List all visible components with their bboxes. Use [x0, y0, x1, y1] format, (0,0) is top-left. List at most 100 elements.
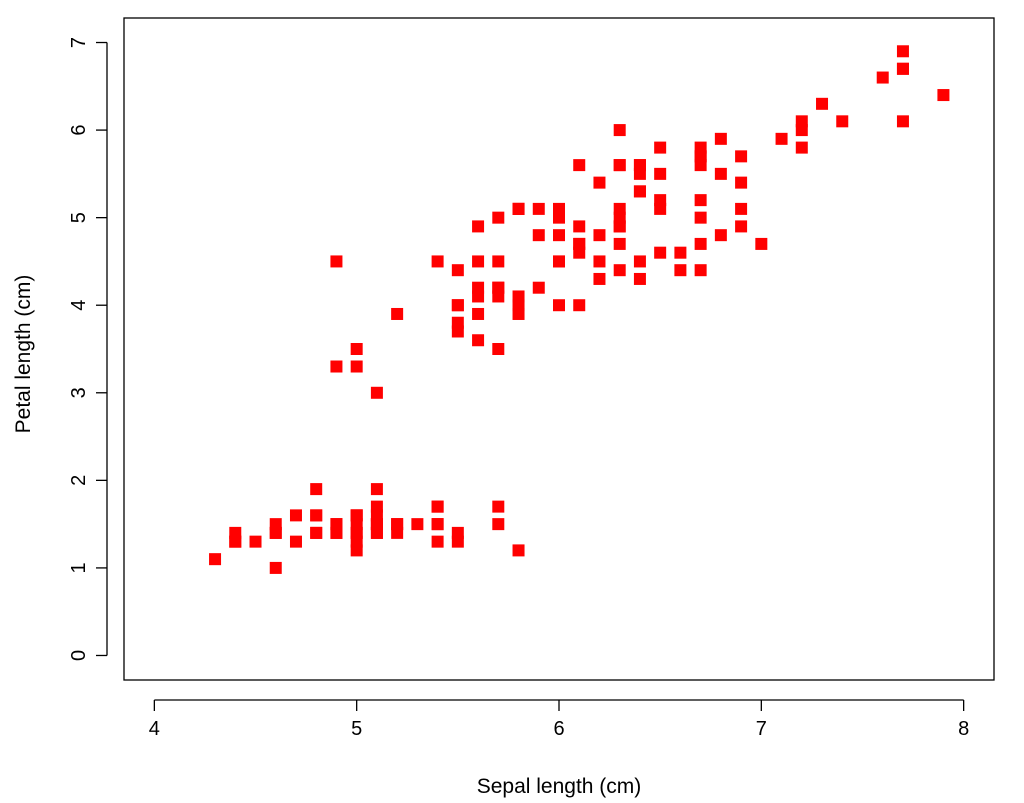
data-point: [573, 246, 586, 259]
data-point: [451, 535, 464, 548]
y-tick-label: 2: [68, 475, 90, 486]
data-point: [350, 343, 363, 355]
x-tick-label: 7: [756, 718, 767, 740]
data-point: [896, 115, 909, 128]
x-tick-label: 4: [149, 718, 160, 740]
data-point: [512, 299, 525, 312]
data-point: [573, 159, 586, 172]
y-tick-label: 6: [68, 125, 90, 136]
y-tick-label: 1: [68, 562, 90, 573]
data-point: [289, 535, 302, 548]
data-point: [816, 97, 829, 110]
data-point: [330, 360, 343, 373]
y-tick-label: 4: [68, 300, 90, 311]
data-point: [492, 290, 505, 303]
data-point: [532, 229, 545, 242]
data-point: [633, 272, 646, 285]
y-tick-label: 0: [68, 650, 90, 661]
data-point: [896, 62, 909, 75]
data-point: [553, 229, 565, 242]
x-tick-label: 5: [351, 718, 362, 740]
data-point: [512, 544, 525, 557]
data-point: [694, 150, 707, 163]
y-tick-label: 5: [68, 212, 90, 223]
data-point: [512, 202, 525, 215]
data-point: [654, 246, 667, 259]
data-point: [573, 299, 586, 312]
data-point: [330, 255, 343, 268]
data-point: [694, 237, 707, 250]
data-points: [209, 45, 950, 574]
data-point: [310, 526, 323, 539]
data-point: [694, 194, 707, 207]
data-point: [269, 561, 282, 574]
x-axis: 4 5 6 7 8: [149, 699, 969, 740]
data-point: [310, 509, 323, 522]
data-point: [735, 176, 748, 189]
data-point: [553, 211, 565, 224]
data-point: [674, 264, 687, 277]
data-point: [613, 159, 626, 172]
data-point: [370, 509, 383, 522]
data-point: [714, 132, 727, 145]
data-point: [573, 220, 586, 233]
data-point: [431, 518, 444, 531]
data-point: [451, 325, 464, 338]
data-point: [472, 281, 485, 294]
data-point: [370, 386, 383, 399]
data-point: [532, 202, 545, 215]
data-point: [654, 194, 667, 207]
data-point: [593, 272, 606, 285]
data-point: [451, 299, 464, 312]
data-point: [431, 535, 444, 548]
data-point: [472, 307, 485, 320]
data-point: [451, 264, 464, 277]
data-point: [633, 167, 646, 180]
y-tick-label: 3: [68, 387, 90, 398]
data-point: [593, 176, 606, 189]
data-point: [229, 535, 242, 548]
data-point: [472, 255, 485, 268]
data-point: [492, 500, 505, 513]
data-point: [350, 360, 363, 373]
data-point: [269, 526, 282, 539]
data-point: [714, 167, 727, 180]
data-point: [654, 141, 667, 154]
data-point: [472, 220, 485, 233]
data-point: [492, 518, 505, 531]
data-point: [735, 220, 748, 233]
data-point: [654, 167, 667, 180]
data-point: [694, 211, 707, 224]
data-point: [775, 132, 788, 145]
data-point: [795, 141, 808, 154]
y-axis: 0 1 2 3 4 5 6 7: [68, 37, 108, 661]
data-point: [492, 255, 505, 268]
data-point: [431, 500, 444, 513]
data-point: [431, 255, 444, 268]
data-point: [310, 483, 323, 496]
data-point: [370, 500, 383, 513]
data-point: [876, 71, 889, 84]
y-tick-label: 7: [68, 37, 90, 48]
data-point: [391, 307, 404, 320]
data-point: [937, 89, 950, 102]
data-point: [694, 264, 707, 277]
data-point: [613, 124, 626, 137]
data-point: [613, 237, 626, 250]
data-point: [492, 211, 505, 224]
data-point: [593, 255, 606, 268]
data-point: [633, 185, 646, 198]
data-point: [755, 237, 768, 250]
data-point: [593, 229, 606, 242]
y-axis-title: Petal length (cm): [12, 275, 35, 434]
data-point: [289, 509, 302, 522]
x-tick-label: 6: [553, 718, 564, 740]
data-point: [350, 526, 363, 539]
data-point: [209, 553, 222, 566]
data-point: [472, 334, 485, 347]
data-point: [553, 255, 565, 268]
data-point: [249, 535, 262, 548]
data-point: [633, 255, 646, 268]
plot-frame: [123, 17, 995, 681]
